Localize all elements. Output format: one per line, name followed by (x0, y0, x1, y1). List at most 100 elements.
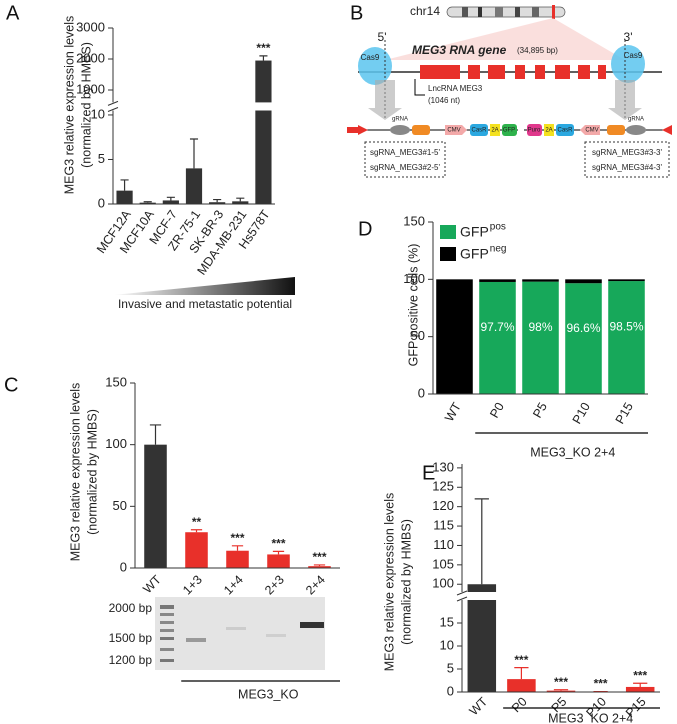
bar (226, 550, 249, 568)
gradient-label: Invasive and metastatic potential (118, 297, 292, 311)
panel-label: A (6, 2, 20, 24)
diagram-rect (515, 7, 520, 17)
bar (232, 201, 249, 204)
bar-segment (522, 279, 559, 282)
bar (546, 690, 576, 692)
bar-segment (436, 279, 473, 394)
diagram-rect (532, 7, 539, 17)
diagram-rect (556, 124, 574, 136)
diagram-polygon (385, 18, 625, 60)
end-label: 3' (624, 30, 633, 44)
cas9-label: Cas9 (624, 51, 643, 60)
y-tick-label: 15 (440, 614, 454, 629)
panel-label: E (422, 462, 435, 484)
y-axis-label: (normalized by HMBS) (79, 42, 93, 168)
y-axis-label: GFP positive cells (%) (406, 244, 420, 367)
diagram-rect (527, 124, 542, 136)
significance: ** (192, 515, 202, 529)
end-label: 5' (378, 30, 387, 44)
diagram-rect (598, 65, 606, 79)
diagram-rect (226, 627, 246, 630)
y-tick-label: 50 (113, 498, 127, 513)
break-mark (456, 590, 468, 596)
diagram-rect (462, 7, 468, 17)
diagram-rect (470, 124, 488, 136)
x-tick-label: P5 (530, 400, 550, 420)
break-mark (107, 100, 119, 106)
bar (308, 566, 331, 568)
cassette-label: CMV (447, 128, 460, 134)
error-bar (143, 201, 152, 203)
legend-superscript: pos (490, 222, 506, 233)
error-bar (553, 689, 569, 691)
error-bar (166, 196, 175, 201)
group-label: MEG3_KO 2+4 (548, 711, 633, 724)
y-tick-label: 5 (98, 151, 105, 166)
value-label: 98.5% (609, 320, 643, 334)
y-tick-label: 100 (403, 271, 425, 286)
error-bar (190, 529, 203, 533)
y-tick-label: 100 (105, 436, 127, 451)
diagram-polygon (358, 125, 368, 135)
x-tick-label: WT (140, 572, 164, 596)
significance: *** (554, 675, 568, 689)
bar (139, 202, 156, 204)
gene-size: (34,895 bp) (517, 46, 558, 55)
error-bar (231, 545, 244, 551)
diagram-rect (186, 638, 206, 642)
x-tick-label: 1+3 (180, 573, 205, 598)
significance: *** (256, 41, 270, 55)
legend-swatch (440, 247, 456, 261)
cassette-label: Puro (528, 128, 541, 134)
error-bar (149, 424, 162, 445)
bar-segment (565, 283, 602, 394)
x-tick-label: P0 (487, 400, 507, 420)
cas9-label: Cas9 (361, 53, 380, 62)
cassette-label: CMV (585, 128, 598, 134)
bar (467, 584, 497, 692)
diagram-rect (160, 637, 174, 640)
gel-label: 1200 bp (109, 653, 153, 667)
y-tick-label: 150 (403, 213, 425, 228)
diagram-ellipse (626, 125, 646, 135)
y-axis-label: MEG3 relative expression levels (68, 383, 82, 562)
diagram-rect (412, 125, 430, 135)
diagram-rect (160, 613, 174, 616)
diagram-rect (552, 5, 555, 19)
error-bar (474, 498, 489, 585)
bar (185, 168, 203, 204)
error-bar (514, 667, 529, 680)
legend-label: GFP (460, 246, 489, 262)
diagram-rect (584, 141, 670, 178)
legend-superscript: neg (490, 244, 507, 255)
diagram-polygon (368, 80, 402, 120)
x-tick-label: 1+4 (221, 573, 246, 598)
error-bar (313, 564, 326, 567)
bar (144, 444, 167, 568)
error-bar (236, 197, 245, 202)
y-axis-label: (normalized by HMBS) (85, 409, 99, 535)
chromosome-label: chr14 (410, 4, 440, 18)
y-tick-label: 0 (418, 385, 425, 400)
diagram-rect (160, 621, 174, 624)
diagram-rect (544, 124, 554, 136)
bar-segment (479, 281, 516, 394)
diagram-rect (160, 629, 174, 632)
group-label: MEG3_KO (238, 687, 299, 701)
error-bar (259, 55, 268, 61)
bar (116, 190, 133, 204)
diagram-rect (555, 65, 570, 79)
significance: *** (633, 668, 647, 682)
lncrna-size: (1046 nt) (428, 96, 460, 105)
diagram-rect (160, 659, 174, 662)
group-label: MEG3_KO 2+4 (530, 445, 615, 459)
panel-label: D (358, 218, 372, 240)
x-tick-label: 2+3 (262, 573, 287, 598)
error-bar (120, 179, 129, 191)
error-bar (272, 550, 285, 555)
y-tick-label: 1000 (76, 81, 105, 96)
bar-segment (522, 281, 559, 394)
sgrna-label: sgRNA_MEG3#3-3' (592, 148, 662, 157)
bar (267, 554, 290, 568)
